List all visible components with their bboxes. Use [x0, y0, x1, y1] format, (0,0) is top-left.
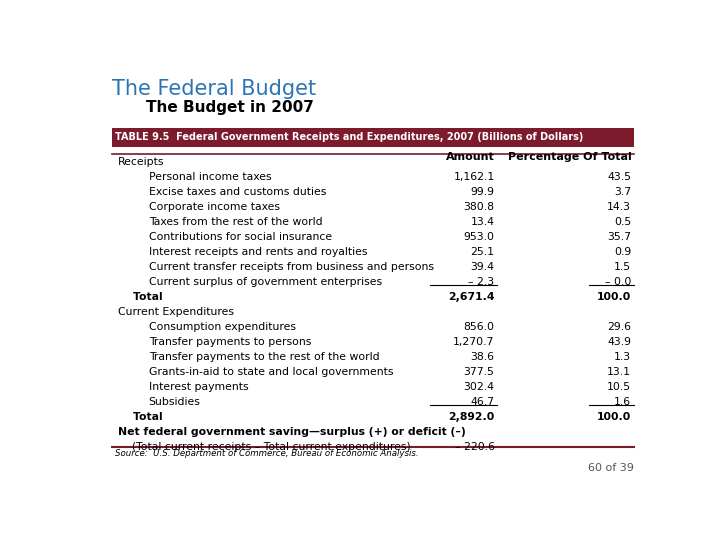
- Text: Personal income taxes: Personal income taxes: [148, 172, 271, 183]
- Text: 380.8: 380.8: [464, 202, 495, 212]
- Text: TABLE 9.5  Federal Government Receipts and Expenditures, 2007 (Billions of Dolla: TABLE 9.5 Federal Government Receipts an…: [115, 132, 583, 141]
- Text: The Federal Budget: The Federal Budget: [112, 79, 317, 99]
- Text: – 220.6: – 220.6: [454, 442, 495, 452]
- Text: Receipts: Receipts: [118, 157, 164, 167]
- Text: 10.5: 10.5: [607, 382, 631, 392]
- Text: 2,671.4: 2,671.4: [448, 292, 495, 302]
- Text: Total: Total: [118, 412, 163, 422]
- Text: 14.3: 14.3: [607, 202, 631, 212]
- Text: The Budget in 2007: The Budget in 2007: [145, 100, 314, 115]
- Text: Transfer payments to the rest of the world: Transfer payments to the rest of the wor…: [148, 352, 379, 362]
- Text: Contributions for social insurance: Contributions for social insurance: [148, 232, 332, 242]
- Text: 0.9: 0.9: [614, 247, 631, 257]
- Text: 38.6: 38.6: [471, 352, 495, 362]
- Text: 1,270.7: 1,270.7: [453, 337, 495, 347]
- Text: 25.1: 25.1: [471, 247, 495, 257]
- Text: 3.7: 3.7: [614, 187, 631, 197]
- Text: Amount: Amount: [446, 152, 495, 161]
- Text: Taxes from the rest of the world: Taxes from the rest of the world: [148, 217, 323, 227]
- Text: 1.5: 1.5: [614, 262, 631, 272]
- Text: – 2.3: – 2.3: [469, 277, 495, 287]
- Text: Subsidies: Subsidies: [148, 397, 200, 407]
- Text: 100.0: 100.0: [597, 292, 631, 302]
- Text: 99.9: 99.9: [471, 187, 495, 197]
- Text: Current surplus of government enterprises: Current surplus of government enterprise…: [148, 277, 382, 287]
- Text: 43.9: 43.9: [607, 337, 631, 347]
- Text: 302.4: 302.4: [464, 382, 495, 392]
- Text: Total: Total: [118, 292, 163, 302]
- Text: Grants-in-aid to state and local governments: Grants-in-aid to state and local governm…: [148, 367, 393, 377]
- Text: Excise taxes and customs duties: Excise taxes and customs duties: [148, 187, 326, 197]
- Text: 29.6: 29.6: [607, 322, 631, 332]
- Text: 856.0: 856.0: [464, 322, 495, 332]
- Text: Net federal government saving—surplus (+) or deficit (–): Net federal government saving—surplus (+…: [118, 427, 466, 437]
- Text: 43.5: 43.5: [607, 172, 631, 183]
- Text: 0.5: 0.5: [614, 217, 631, 227]
- Text: Interest receipts and rents and royalties: Interest receipts and rents and royaltie…: [148, 247, 367, 257]
- Text: Source:  U.S. Department of Commerce, Bureau of Economic Analysis.: Source: U.S. Department of Commerce, Bur…: [115, 449, 419, 458]
- Text: 13.4: 13.4: [471, 217, 495, 227]
- Text: 46.7: 46.7: [471, 397, 495, 407]
- Text: 39.4: 39.4: [471, 262, 495, 272]
- Text: 13.1: 13.1: [607, 367, 631, 377]
- Text: 100.0: 100.0: [597, 412, 631, 422]
- Text: Current Expenditures: Current Expenditures: [118, 307, 234, 317]
- Text: 1.6: 1.6: [614, 397, 631, 407]
- Text: Current transfer receipts from business and persons: Current transfer receipts from business …: [148, 262, 433, 272]
- Text: – 0.0: – 0.0: [605, 277, 631, 287]
- Text: 1.3: 1.3: [614, 352, 631, 362]
- Text: 1,162.1: 1,162.1: [454, 172, 495, 183]
- Text: Corporate income taxes: Corporate income taxes: [148, 202, 279, 212]
- Text: Interest payments: Interest payments: [148, 382, 248, 392]
- Text: Percentage Of Total: Percentage Of Total: [508, 152, 631, 161]
- FancyBboxPatch shape: [112, 128, 634, 147]
- Text: 953.0: 953.0: [464, 232, 495, 242]
- Text: Consumption expenditures: Consumption expenditures: [148, 322, 296, 332]
- Text: (Total current receipts – Total current expenditures): (Total current receipts – Total current …: [118, 442, 410, 452]
- Text: 2,892.0: 2,892.0: [449, 412, 495, 422]
- Text: 35.7: 35.7: [607, 232, 631, 242]
- Text: 60 of 39: 60 of 39: [588, 463, 634, 473]
- Text: 377.5: 377.5: [464, 367, 495, 377]
- Text: Transfer payments to persons: Transfer payments to persons: [148, 337, 311, 347]
